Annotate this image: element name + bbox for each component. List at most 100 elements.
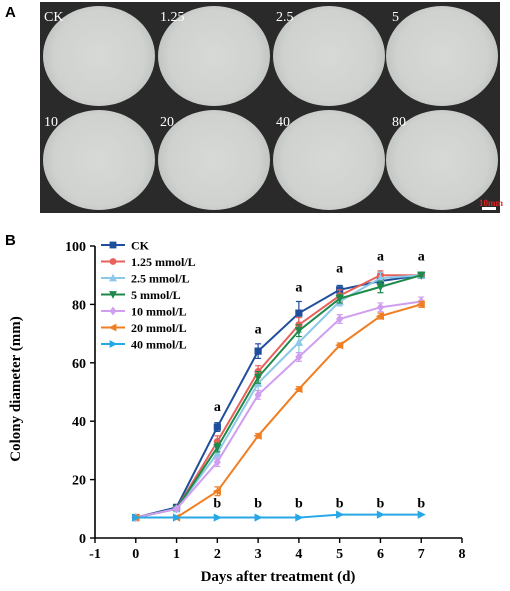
scale-bar bbox=[482, 207, 496, 210]
significance-letter: a bbox=[377, 250, 384, 265]
petri-dish-2-5 bbox=[273, 6, 385, 106]
legend-label: 20 mmol/L bbox=[131, 321, 187, 335]
significance-letter: a bbox=[255, 323, 262, 338]
dish-label-1-25: 1.25 bbox=[160, 10, 185, 25]
y-tick-label: 80 bbox=[72, 298, 86, 313]
legend-marker bbox=[109, 306, 117, 316]
legend-label: 2.5 mmol/L bbox=[131, 272, 190, 286]
data-point bbox=[376, 273, 385, 282]
petri-dish-ck bbox=[43, 6, 155, 106]
significance-letter: b bbox=[295, 496, 303, 511]
series-line-20-mmol-l bbox=[135, 303, 422, 519]
data-point bbox=[212, 487, 221, 496]
significance-letter: b bbox=[377, 496, 385, 511]
x-tick-label: 1 bbox=[173, 547, 180, 562]
data-point bbox=[335, 341, 344, 350]
legend-marker bbox=[109, 258, 117, 265]
dish-label-80: 80 bbox=[392, 115, 406, 130]
data-point bbox=[254, 347, 262, 355]
series-line-40-mmol-l bbox=[135, 513, 422, 519]
petri-dish-photo-panel: CK 1.25 2.5 5 10 20 40 80 10mm bbox=[40, 2, 503, 213]
panel-b-label: B bbox=[5, 232, 16, 249]
y-tick-label: 40 bbox=[72, 415, 86, 430]
legend-label: 1.25 mmol/L bbox=[131, 255, 196, 269]
dish-label-10: 10 bbox=[44, 115, 58, 130]
x-tick-label: 6 bbox=[377, 547, 384, 562]
x-tick-label: 2 bbox=[214, 547, 221, 562]
data-point bbox=[416, 300, 425, 309]
data-point bbox=[376, 283, 385, 292]
y-tick-label: 100 bbox=[65, 240, 86, 255]
data-point bbox=[254, 513, 263, 522]
x-tick-label: 4 bbox=[295, 547, 302, 562]
series-line-10-mmol-l bbox=[135, 300, 422, 519]
data-point bbox=[294, 337, 303, 346]
significance-letters: a a a a a a b b b b b b bbox=[213, 250, 425, 512]
series-line-5-mmol-l bbox=[135, 274, 422, 519]
x-tick-label: 5 bbox=[336, 547, 343, 562]
data-point bbox=[172, 513, 182, 522]
dish-label-5: 5 bbox=[392, 10, 399, 25]
dish-label-2-5: 2.5 bbox=[276, 10, 294, 25]
series-40-mmol-l bbox=[132, 510, 426, 522]
legend-marker bbox=[108, 323, 117, 332]
data-point bbox=[375, 311, 385, 321]
petri-dish-5 bbox=[386, 6, 498, 106]
data-point bbox=[213, 448, 222, 457]
data-point bbox=[132, 513, 141, 522]
data-point bbox=[213, 423, 221, 431]
data-point bbox=[376, 302, 385, 312]
significance-letter: a bbox=[214, 400, 221, 415]
y-axis-label: Colony diameter (mm) bbox=[8, 316, 24, 462]
legend-label: CK bbox=[131, 239, 150, 253]
x-tick-label: 0 bbox=[132, 547, 139, 562]
legend-marker bbox=[109, 340, 118, 348]
legend-label: 5 mmol/L bbox=[131, 288, 181, 302]
data-point bbox=[254, 373, 263, 382]
dish-label-20: 20 bbox=[160, 115, 174, 130]
x-tick-label: 8 bbox=[459, 547, 466, 562]
data-point bbox=[254, 390, 262, 400]
series-layer bbox=[131, 270, 426, 523]
data-point bbox=[172, 504, 181, 514]
series-20-mmol-l bbox=[131, 300, 425, 522]
y-tick-label: 60 bbox=[72, 357, 86, 372]
y-tick-label: 20 bbox=[72, 474, 86, 489]
dish-label-40: 40 bbox=[276, 115, 290, 130]
data-point bbox=[294, 327, 303, 336]
data-point bbox=[336, 314, 344, 324]
data-point bbox=[295, 513, 304, 522]
petri-dish-40 bbox=[273, 110, 385, 210]
legend-marker bbox=[109, 273, 117, 282]
significance-letter: b bbox=[254, 496, 262, 511]
petri-dish-80 bbox=[386, 110, 498, 210]
significance-letter: b bbox=[417, 496, 425, 511]
data-point bbox=[213, 443, 222, 453]
petri-dish-10 bbox=[43, 110, 155, 210]
data-point bbox=[417, 271, 426, 280]
legend-marker bbox=[109, 291, 117, 299]
significance-letter: b bbox=[336, 496, 344, 511]
legend-marker bbox=[109, 241, 117, 249]
data-point bbox=[295, 309, 303, 317]
petri-dish-20 bbox=[158, 110, 270, 210]
x-tick-label: -1 bbox=[89, 547, 101, 562]
x-tick-label: 7 bbox=[418, 547, 425, 562]
dish-label-ck: CK bbox=[44, 10, 64, 25]
data-point bbox=[335, 294, 344, 304]
data-point bbox=[295, 352, 303, 362]
significance-letter: a bbox=[418, 250, 425, 265]
legend: CK 1.25 mmol/L 2.5 mmol/L 5 mmol/L 10 mmol/L… bbox=[101, 239, 196, 352]
significance-letter: a bbox=[295, 280, 302, 295]
data-point bbox=[213, 513, 222, 522]
petri-dish-1-25 bbox=[158, 6, 270, 106]
significance-letter: a bbox=[336, 261, 343, 276]
legend-label: 40 mmol/L bbox=[131, 338, 187, 352]
data-point bbox=[336, 510, 345, 519]
scale-bar-label: 10mm bbox=[479, 198, 503, 208]
data-point bbox=[376, 510, 386, 519]
data-point bbox=[253, 431, 262, 440]
significance-letter: b bbox=[213, 496, 221, 511]
